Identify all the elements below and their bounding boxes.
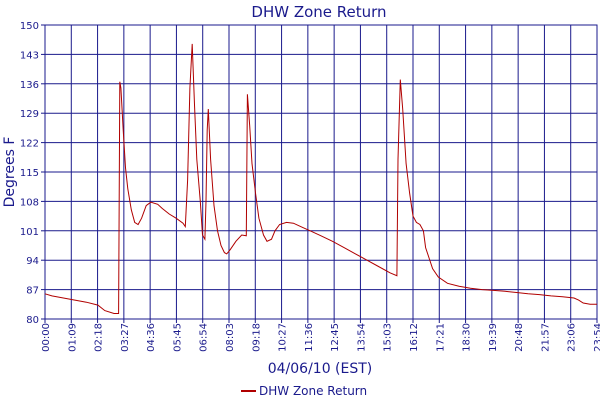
x-tick-label: 15:03	[383, 323, 394, 352]
y-tick-label: 101	[20, 227, 39, 238]
x-tick-label: 01:09	[67, 323, 78, 352]
y-tick-label: 143	[20, 50, 39, 61]
y-axis-label: Degrees F	[2, 137, 18, 208]
y-tick-label: 115	[20, 168, 39, 179]
y-tick-label: 108	[20, 197, 39, 208]
x-tick-label: 10:27	[278, 323, 289, 352]
x-tick-label: 23:06	[567, 323, 578, 352]
y-tick-label: 87	[26, 286, 39, 297]
grid	[45, 25, 597, 319]
x-tick-label: 12:45	[330, 323, 341, 352]
y-tick-label: 94	[26, 256, 39, 267]
x-tick-label: 09:18	[251, 323, 262, 352]
series-line-dhw-zone-return	[44, 43, 597, 314]
x-tick-label: 13:54	[356, 323, 367, 352]
x-tick-label: 18:30	[462, 323, 473, 352]
y-tick-label: 122	[20, 139, 39, 150]
x-tick-label: 02:18	[94, 323, 105, 352]
x-tick-label: 06:54	[199, 323, 210, 352]
x-tick-label: 11:36	[304, 323, 315, 352]
x-tick-label: 16:12	[409, 323, 420, 352]
x-tick-label: 23:54	[593, 323, 600, 352]
legend: DHW Zone Return	[241, 384, 367, 398]
x-tick-label: 21:57	[540, 323, 551, 352]
x-tick-labels: 00:00 01:09 02:18 03:27 04:36 05:45 06:54 08:03…	[41, 319, 600, 352]
x-tick-label: 03:27	[120, 323, 131, 352]
y-tick-labels: 80 87 94 101 108 115 122 129 136 143 150	[20, 21, 45, 326]
x-tick-label: 08:03	[225, 323, 236, 352]
x-tick-label: 00:00	[41, 323, 52, 352]
x-tick-label: 05:45	[172, 323, 183, 352]
y-tick-label: 150	[20, 21, 39, 32]
y-tick-label: 129	[20, 109, 39, 120]
y-tick-label: 136	[20, 80, 39, 91]
x-axis-label: 04/06/10 (EST)	[268, 361, 373, 377]
x-tick-label: 17:21	[435, 323, 446, 352]
x-tick-label: 04:36	[146, 323, 157, 352]
x-tick-label: 19:39	[488, 323, 499, 352]
legend-label: DHW Zone Return	[259, 384, 367, 398]
x-tick-label: 20:48	[514, 323, 525, 352]
chart-title: DHW Zone Return	[251, 3, 386, 21]
y-tick-label: 80	[26, 315, 39, 326]
